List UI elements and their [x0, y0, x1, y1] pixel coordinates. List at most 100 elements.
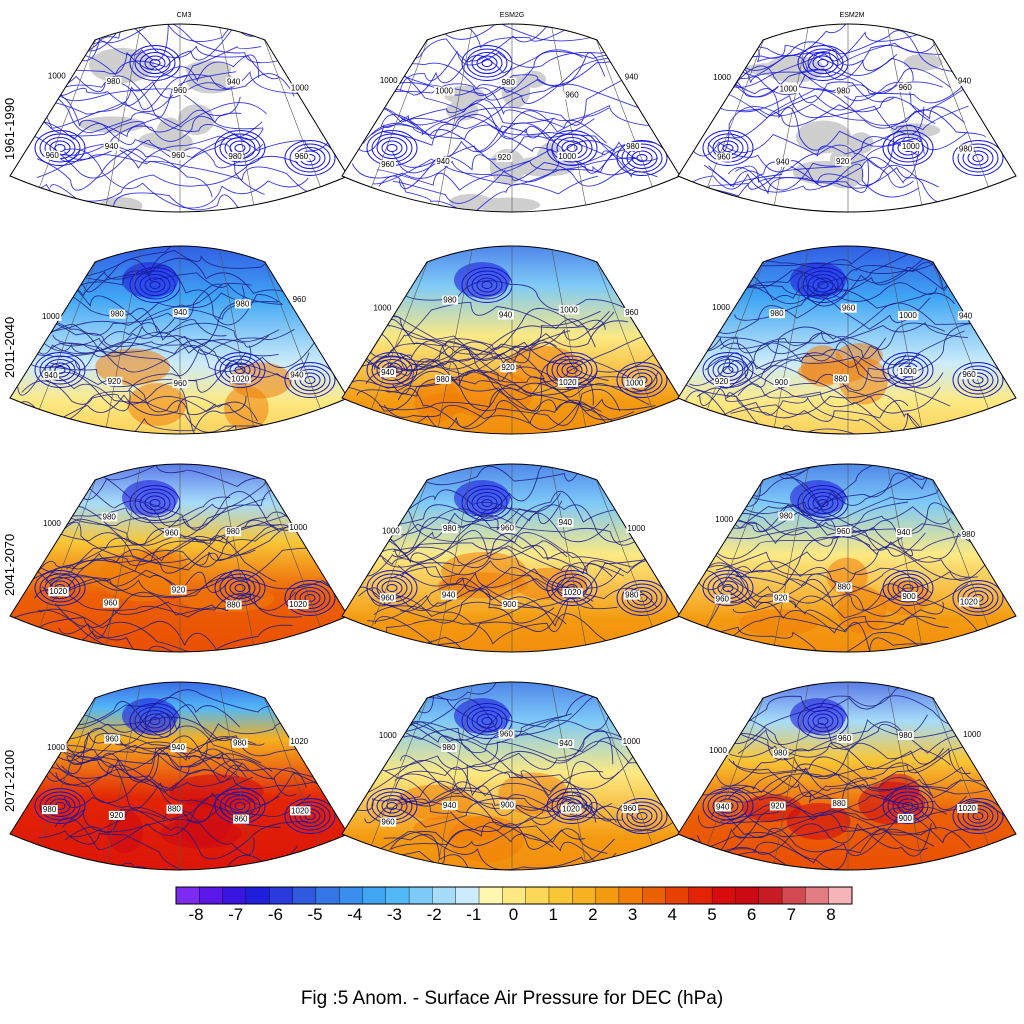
- contour-label: 1020: [49, 587, 67, 596]
- contour-label: 960: [381, 160, 395, 169]
- colorbar-swatch: [338, 886, 363, 905]
- contour-label: 980: [442, 743, 456, 752]
- colorbar-swatch: [735, 886, 760, 905]
- colorbar-swatch: [315, 886, 340, 905]
- contour-label: 1000: [715, 515, 733, 524]
- contour-label: 980: [226, 527, 240, 536]
- contour-label: 920: [498, 153, 512, 162]
- row-title-2041-2070: 2041-2070: [2, 533, 17, 596]
- contour-label: 960: [565, 90, 579, 99]
- contour-label: 980: [111, 310, 125, 319]
- contour-label: 1000: [713, 73, 731, 82]
- contour-label: 860: [234, 815, 248, 824]
- colorbar-swatch: [758, 886, 783, 905]
- contour-label: 960: [625, 308, 639, 317]
- contour-label: 960: [381, 593, 395, 602]
- colorbar-tick: -1: [466, 905, 482, 924]
- contour-label: 960: [172, 151, 186, 160]
- colorbar: [175, 886, 853, 905]
- contour-label: 960: [295, 152, 309, 161]
- contour-label: 1000: [558, 152, 576, 161]
- contour-label: 940: [625, 73, 639, 82]
- contour-label: 1000: [291, 83, 309, 92]
- colorbar-tick: -4: [347, 905, 363, 924]
- colorbar-tick: -8: [188, 905, 204, 924]
- colorbar-swatch: [502, 886, 527, 905]
- contour-label: 1000: [709, 746, 727, 755]
- contour-label: 1020: [562, 804, 580, 813]
- map-panel-r2c1: 1000 980 960 940 1000 960 940 900 1020 980: [341, 463, 681, 653]
- contour-label: 980: [443, 296, 457, 305]
- contour-label: 1000: [899, 367, 917, 376]
- contour-label: 1000: [780, 84, 798, 93]
- map-panel-r2c0: 1000 980 960 980 1000 1020 960 920 880 1020: [9, 463, 349, 653]
- colorbar-swatch: [245, 886, 270, 905]
- map-panel-r1c1: 1000 980 940 1000 960 940 980 920 1020 1000: [341, 245, 681, 435]
- figure-caption: Fig :5 Anom. - Surface Air Pressure for …: [300, 988, 724, 1009]
- contour-label: 940: [381, 368, 395, 377]
- contour-label: 1000: [712, 303, 730, 312]
- contour-label: 1000: [382, 527, 400, 536]
- map-panel-r3c1: 1000 980 960 940 1000 960 940 900 1020 960: [341, 681, 681, 871]
- row-title-2071-2100: 2071-2100: [2, 749, 17, 812]
- contour-label: 940: [442, 591, 456, 600]
- row-title-2011-2040: 2011-2040: [2, 316, 17, 378]
- contour-label: 880: [837, 583, 851, 592]
- colorbar-tick: 8: [826, 905, 836, 924]
- contour-label: 1000: [289, 523, 307, 532]
- contour-label: 980: [502, 78, 516, 87]
- contour-label: 980: [770, 309, 784, 318]
- contour-label: 960: [962, 370, 976, 379]
- contour-label: 980: [443, 524, 457, 533]
- column-title-esm2g: ESM2G: [499, 12, 525, 19]
- contour-label: 980: [625, 591, 639, 600]
- contour-label: 960: [105, 735, 119, 744]
- contour-label: 960: [623, 804, 637, 813]
- colorbar-swatch: [525, 886, 550, 905]
- contour-label: 880: [832, 799, 846, 808]
- contour-label: 1020: [290, 737, 308, 746]
- colorbar-tick: 5: [707, 905, 717, 924]
- contour-label: 960: [501, 524, 515, 533]
- contour-label: 980: [436, 375, 450, 384]
- colorbar-tick: -7: [228, 905, 244, 924]
- contour-label: 940: [716, 802, 730, 811]
- map-panel-r1c0: 1000 980 940 980 960 940 920 960 1020 940: [9, 245, 349, 435]
- contour-label: 1000: [626, 379, 644, 388]
- map-panel-r2c2: 1000 980 960 940 980 960 920 880 900 1020: [677, 463, 1017, 653]
- contour-label: 1000: [43, 519, 61, 528]
- contour-label: 1020: [960, 597, 978, 606]
- colorbar-tick: -5: [307, 905, 323, 924]
- contour-label: 940: [443, 801, 457, 810]
- contour-label: 960: [174, 86, 188, 95]
- contour-label: 1000: [623, 737, 641, 746]
- contour-label: 960: [717, 153, 731, 162]
- contour-label: 960: [500, 730, 514, 739]
- colorbar-swatch: [711, 886, 736, 905]
- contour-label: 920: [774, 593, 788, 602]
- contour-label: 980: [43, 805, 57, 814]
- map-panel-r1c2: 1000 980 960 1000 940 920 900 880 1000 960: [677, 245, 1017, 435]
- contour-label: 980: [233, 739, 247, 748]
- contour-label: 920: [110, 811, 124, 820]
- contour-label: 960: [104, 599, 118, 608]
- colorbar-swatch: [642, 886, 667, 905]
- contour-label: 880: [834, 374, 848, 383]
- contour-label: 1020: [231, 374, 249, 383]
- colorbar-swatch: [665, 886, 690, 905]
- contour-label: 1000: [48, 71, 66, 80]
- colorbar-tick: 3: [627, 905, 638, 924]
- contour-label: 940: [44, 371, 58, 380]
- colorbar-swatch: [432, 886, 457, 905]
- contour-label: 1000: [902, 142, 920, 151]
- contour-label: 920: [172, 586, 186, 595]
- contour-label: 940: [290, 371, 304, 380]
- contour-label: 980: [103, 512, 117, 521]
- contour-label: 940: [776, 158, 790, 167]
- colorbar-swatch: [385, 886, 410, 905]
- colorbar-swatch: [222, 886, 247, 905]
- column-title-esm2m: ESM2M: [839, 12, 865, 19]
- map-panel-r0c2: 1000 1000 980 960 940 960 940 920 1000 980: [677, 23, 1017, 213]
- colorbar-tick: -6: [267, 905, 283, 924]
